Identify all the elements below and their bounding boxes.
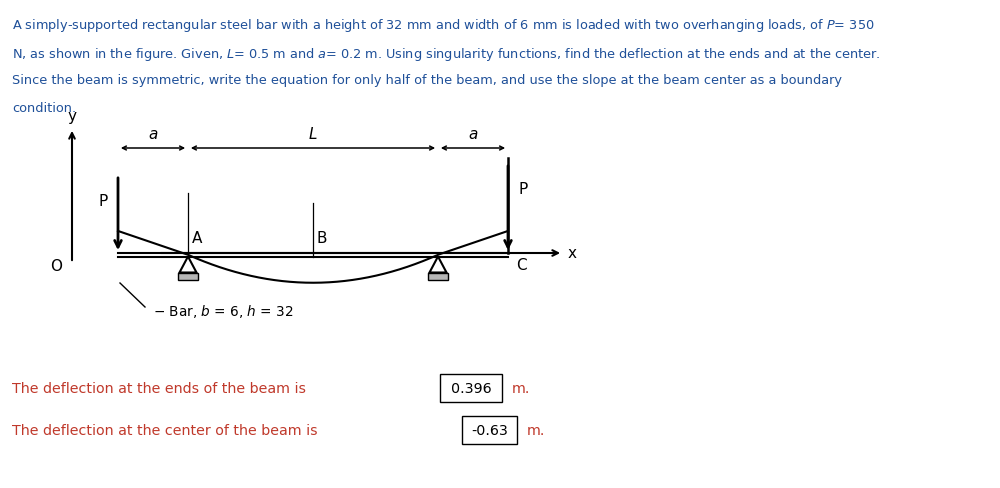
Text: P: P (518, 181, 527, 196)
Text: O: O (50, 259, 62, 273)
Text: a: a (148, 127, 158, 142)
Bar (428, 273, 448, 280)
Bar (178, 273, 198, 280)
Text: a: a (468, 127, 478, 142)
Text: m.: m. (527, 423, 545, 437)
Text: A simply-supported rectangular steel bar with a height of 32 mm and width of 6 m: A simply-supported rectangular steel bar… (12, 17, 875, 34)
Text: y: y (68, 109, 76, 124)
Text: L: L (309, 127, 317, 142)
Text: P: P (99, 194, 108, 209)
Text: $-$ Bar, $b$ = 6, $h$ = 32: $-$ Bar, $b$ = 6, $h$ = 32 (153, 303, 293, 320)
Text: condition.: condition. (12, 102, 76, 115)
Bar (440, 374, 502, 402)
Text: Since the beam is symmetric, write the equation for only half of the beam, and u: Since the beam is symmetric, write the e… (12, 74, 842, 87)
Text: x: x (568, 246, 577, 261)
Bar (462, 416, 517, 444)
Text: The deflection at the ends of the beam is: The deflection at the ends of the beam i… (12, 381, 306, 395)
Text: N, as shown in the figure. Given, $L$= 0.5 m and $a$= 0.2 m. Using singularity f: N, as shown in the figure. Given, $L$= 0… (12, 45, 881, 62)
Text: The deflection at the center of the beam is: The deflection at the center of the beam… (12, 423, 318, 437)
Text: m.: m. (512, 381, 530, 395)
Text: C: C (516, 258, 527, 272)
Text: -0.63: -0.63 (471, 423, 508, 437)
Text: B: B (317, 230, 328, 245)
Text: 0.396: 0.396 (451, 381, 491, 395)
Text: A: A (192, 230, 202, 245)
